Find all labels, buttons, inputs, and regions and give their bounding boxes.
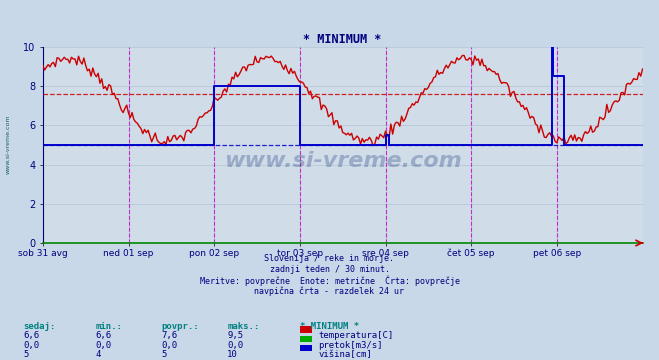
Text: zadnji teden / 30 minut.: zadnji teden / 30 minut.	[270, 265, 389, 274]
Text: 5: 5	[23, 350, 28, 359]
Text: temperatura[C]: temperatura[C]	[318, 331, 393, 340]
Text: www.si-vreme.com: www.si-vreme.com	[5, 114, 11, 174]
Text: 0,0: 0,0	[227, 341, 243, 350]
Text: 0,0: 0,0	[96, 341, 111, 350]
Text: 0,0: 0,0	[161, 341, 177, 350]
Text: Meritve: povprečne  Enote: metrične  Črta: povprečje: Meritve: povprečne Enote: metrične Črta:…	[200, 275, 459, 286]
Text: povpr.:: povpr.:	[161, 322, 199, 331]
Text: sedaj:: sedaj:	[23, 322, 55, 331]
Text: www.si-vreme.com: www.si-vreme.com	[224, 150, 461, 171]
Text: 6,6: 6,6	[96, 331, 111, 340]
Text: maks.:: maks.:	[227, 322, 260, 331]
Text: navpična črta - razdelek 24 ur: navpična črta - razdelek 24 ur	[254, 286, 405, 296]
Text: pretok[m3/s]: pretok[m3/s]	[318, 341, 383, 350]
Text: višina[cm]: višina[cm]	[318, 350, 372, 359]
Text: 0,0: 0,0	[23, 341, 39, 350]
Text: 10: 10	[227, 350, 238, 359]
Text: 9,5: 9,5	[227, 331, 243, 340]
Text: 6,6: 6,6	[23, 331, 39, 340]
Text: * MINIMUM *: * MINIMUM *	[300, 322, 359, 331]
Text: 7,6: 7,6	[161, 331, 177, 340]
Text: 5: 5	[161, 350, 167, 359]
Text: Slovenija / reke in morje.: Slovenija / reke in morje.	[264, 254, 395, 263]
Text: min.:: min.:	[96, 322, 123, 331]
Text: 4: 4	[96, 350, 101, 359]
Title: * MINIMUM *: * MINIMUM *	[304, 33, 382, 46]
